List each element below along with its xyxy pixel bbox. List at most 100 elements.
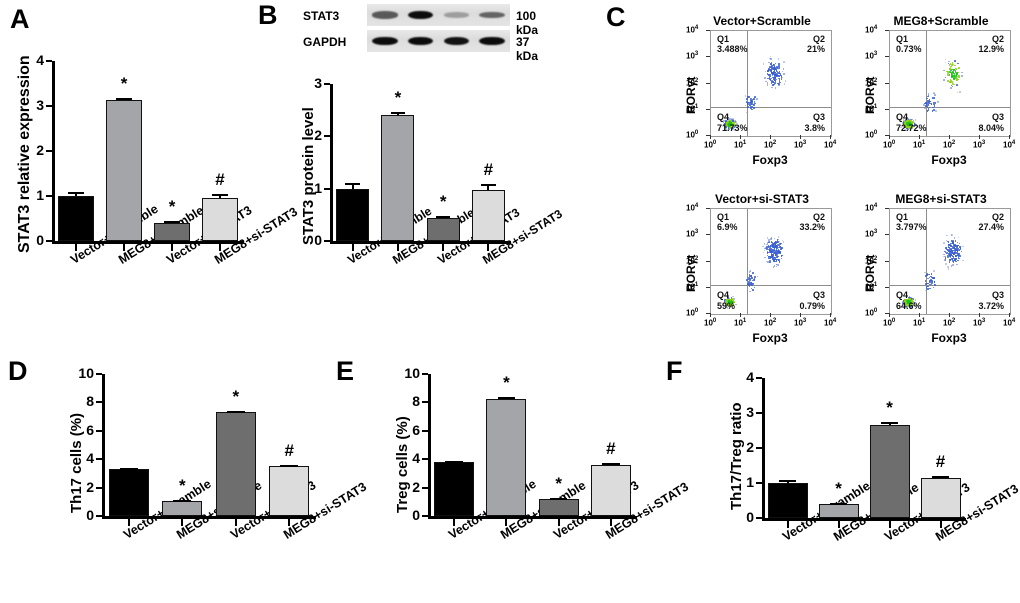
significance-marker: * [120,73,128,93]
x-tick [219,244,221,251]
flow-event-dot [770,69,773,72]
flow-event-dot [904,124,907,127]
flow-event-dot [903,121,906,123]
flow-event-dot [776,250,778,252]
flow-event-dot [725,126,727,128]
flow-event-dot [728,122,730,124]
flow-event-dot [781,239,784,242]
flow-event-dot [912,298,915,300]
flow-event-dot [727,124,730,126]
flow-event-dot [753,104,755,106]
panel-letter-e: E [336,356,355,386]
flow-event-dot [771,86,773,89]
flow-event-dot [927,285,929,288]
flow-event-dot [951,74,953,77]
y-tick-label: 2 [36,142,44,158]
flow-event-dot [726,125,729,127]
flow-event-dot [946,248,948,251]
x-tick [351,244,354,251]
quadrant-percentage: 59% [717,301,736,311]
flow-event-dot [753,98,755,100]
flow-x-tick-label: 104 [824,140,837,150]
flow-event-dot [943,253,945,256]
flow-event-dot [773,256,775,259]
flow-event-dot [906,298,909,301]
flow-event-dot [769,66,772,69]
flow-event-dot [724,300,727,302]
flow-event-dot [783,83,786,85]
panel-letter-d: D [8,356,28,386]
error-bar-cap [829,502,848,505]
flow-event-dot [773,241,776,244]
flow-event-dot [774,62,777,65]
flow-event-dot [724,302,727,305]
flow-event-dot [903,300,905,303]
significance-marker: * [439,192,447,212]
flow-event-dot [956,245,958,247]
flow-event-dot [949,79,952,81]
flow-event-dot [729,125,732,128]
flow-event-dot [769,247,771,249]
flow-y-tick-label: 103 [865,229,878,239]
flow-event-dot [778,84,780,86]
error-bar-cap [116,97,132,100]
flow-event-dot [927,93,930,95]
significance-marker: * [232,387,240,407]
flow-event-dot [778,250,780,252]
flow-event-dot [770,77,773,80]
flow-event-dot [749,106,752,108]
flow-event-dot [956,241,959,244]
quadrant-name: Q4 [896,112,909,122]
flow-event-dot [911,299,914,302]
flow-event-dot [766,250,769,253]
flow-x-tick [830,313,831,317]
y-tick-label: 1 [36,187,44,203]
x-axis [52,241,244,244]
flow-event-dot [734,120,736,122]
flow-event-dot [944,257,947,259]
bar [154,222,190,241]
flow-event-dot [772,84,774,86]
flow-event-dot [774,87,777,89]
error-bar-cap [345,182,360,185]
flow-event-dot [948,250,951,252]
flow-event-dot [774,252,777,254]
flow-event-dot [774,74,777,76]
flow-plot-area: Q1 0.73% Q2 12.9% Q3 8.04% Q4 72.72% [889,30,1011,137]
flow-event-dot [746,98,748,100]
y-tick [756,482,762,484]
flow-event-dot [748,279,751,282]
flow-event-dot [902,302,904,304]
flow-event-dot [749,290,751,293]
flow-event-dot [773,248,776,251]
y-tick [756,517,762,519]
flow-event-dot [953,69,955,71]
flow-event-dot [947,255,949,257]
flow-event-dot [768,69,770,72]
flow-event-dot [733,301,736,304]
flow-event-dot [928,99,931,101]
flow-event-dot [771,248,774,251]
flow-event-dot [945,263,947,265]
flow-event-dot [956,249,958,252]
flow-event-dot [933,105,936,107]
flow-event-dot [934,102,937,104]
flow-event-dot [752,98,755,101]
flow-event-dot [780,78,783,80]
blot-band [407,36,434,46]
flow-x-tick [889,135,890,139]
flow-event-dot [726,120,729,122]
flow-event-dot [950,234,953,236]
flow-event-dot [954,71,957,73]
flow-event-dot [752,283,755,286]
quadrant-name: Q3 [812,112,825,122]
flow-event-dot [912,119,915,122]
flow-event-dot [910,120,912,123]
flow-event-dot [909,303,912,305]
error-bar [351,182,354,189]
flow-event-dot [903,123,906,125]
flow-event-dot [947,71,949,74]
flow-event-dot [732,128,735,130]
flow-event-dot [951,62,954,64]
flow-event-dot [957,244,960,247]
